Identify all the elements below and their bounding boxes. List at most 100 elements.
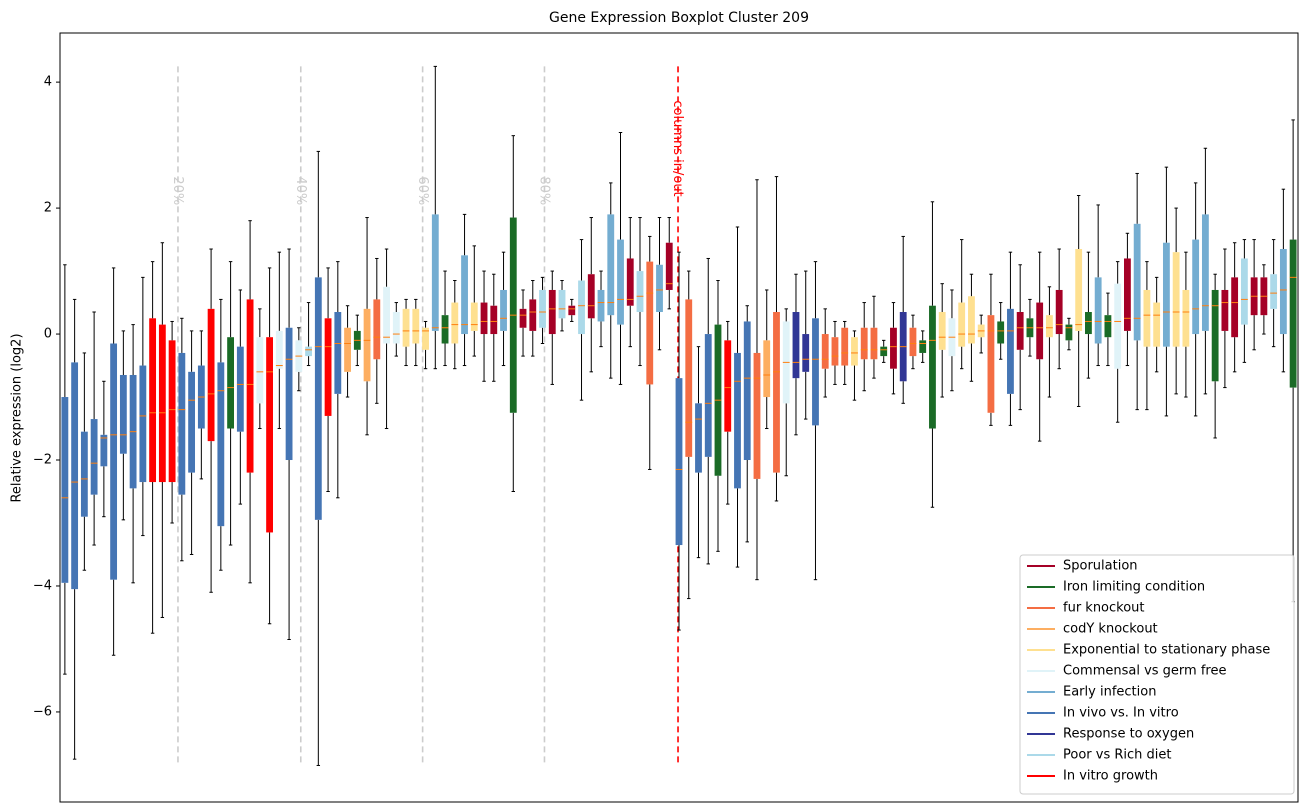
- box: [470, 302, 478, 331]
- box: [149, 318, 157, 483]
- box: [1231, 277, 1239, 338]
- box: [1279, 249, 1287, 335]
- box: [919, 340, 927, 353]
- box: [1123, 258, 1131, 331]
- box: [383, 286, 390, 344]
- box: [71, 362, 79, 590]
- box: [773, 312, 780, 473]
- reference-label: 80%: [537, 176, 552, 205]
- box: [227, 337, 235, 429]
- legend-label: In vivo vs. In vitro: [1063, 706, 1179, 721]
- box: [1201, 214, 1209, 331]
- y-tick-label: −6: [33, 704, 52, 719]
- reference-label: 40%: [293, 176, 308, 205]
- box: [1182, 289, 1190, 347]
- box: [1162, 242, 1170, 347]
- box: [636, 271, 644, 313]
- box: [656, 264, 663, 313]
- box: [1007, 308, 1014, 394]
- box: [236, 346, 244, 432]
- box: [392, 312, 400, 344]
- box: [1094, 277, 1102, 344]
- box: [646, 261, 654, 385]
- box: [909, 327, 917, 357]
- box: [997, 321, 1005, 344]
- box: [61, 397, 69, 583]
- legend-label: Exponential to stationary phase: [1063, 643, 1270, 658]
- box: [402, 308, 410, 347]
- box: [373, 299, 381, 360]
- box: [821, 334, 829, 369]
- box: [207, 308, 215, 442]
- box: [451, 302, 459, 344]
- box: [461, 255, 468, 335]
- reference-label: 20%: [170, 176, 185, 205]
- box: [529, 299, 537, 331]
- box: [929, 305, 936, 429]
- box: [968, 296, 975, 344]
- box: [558, 289, 566, 319]
- box: [802, 334, 810, 372]
- box: [1192, 239, 1200, 335]
- box: [1211, 289, 1219, 382]
- reference-label: columns in/out: [670, 100, 685, 196]
- box: [1114, 283, 1122, 369]
- y-tick-label: 2: [44, 201, 52, 216]
- box: [617, 239, 624, 325]
- legend-label: Commensal vs germ free: [1063, 664, 1226, 679]
- box: [266, 337, 273, 533]
- y-tick-label: 0: [44, 327, 52, 342]
- box: [80, 431, 88, 517]
- y-axis-label: Relative expression (log2): [10, 333, 25, 502]
- legend-label: Iron limiting condition: [1063, 580, 1205, 595]
- box: [548, 289, 556, 335]
- box: [724, 340, 732, 432]
- legend-label: Poor vs Rich diet: [1063, 748, 1171, 763]
- box: [412, 308, 420, 344]
- box: [1085, 312, 1092, 335]
- box: [958, 302, 966, 347]
- box: [626, 258, 634, 306]
- box: [490, 305, 498, 335]
- y-tick-label: −2: [33, 453, 52, 468]
- box: [324, 318, 332, 416]
- box: [1055, 289, 1063, 335]
- box: [587, 274, 595, 319]
- chart-title: Gene Expression Boxplot Cluster 209: [549, 10, 809, 26]
- box: [1270, 274, 1278, 309]
- box: [314, 277, 322, 520]
- box: [860, 327, 868, 360]
- legend-label: Sporulation: [1063, 559, 1138, 574]
- box: [344, 327, 351, 372]
- box: [441, 315, 449, 344]
- box: [539, 289, 546, 328]
- box: [422, 327, 429, 350]
- box: [568, 305, 576, 316]
- box: [334, 312, 342, 394]
- box: [695, 403, 702, 473]
- box: [119, 374, 127, 454]
- y-tick-label: 4: [44, 75, 52, 90]
- y-tick-label: −4: [33, 578, 52, 593]
- box: [734, 352, 741, 489]
- box: [100, 434, 108, 467]
- box: [1289, 239, 1297, 388]
- box: [792, 312, 800, 379]
- box: [1240, 258, 1248, 325]
- box: [158, 324, 166, 483]
- box: [1046, 315, 1053, 338]
- box: [1016, 312, 1024, 350]
- box: [812, 318, 819, 426]
- box: [851, 337, 858, 366]
- box: [938, 312, 946, 350]
- box: [1075, 249, 1083, 331]
- plot-layer: [177, 66, 679, 766]
- box: [480, 302, 488, 335]
- box: [1153, 302, 1161, 347]
- box: [685, 299, 693, 457]
- box: [431, 214, 439, 331]
- box: [578, 280, 585, 335]
- box: [1221, 289, 1229, 331]
- box: [139, 365, 147, 483]
